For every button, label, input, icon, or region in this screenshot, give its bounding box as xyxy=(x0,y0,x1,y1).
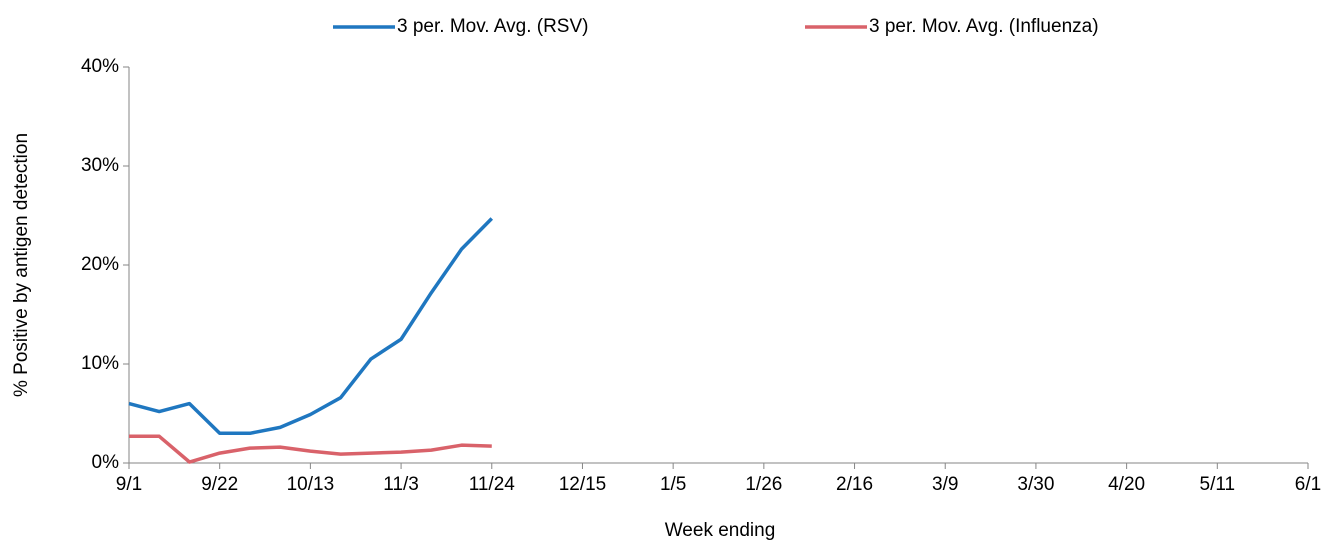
x-tick-label: 11/24 xyxy=(469,474,516,495)
y-tick-label: 10% xyxy=(81,353,119,374)
x-tick-label: 9/22 xyxy=(201,474,238,495)
x-axis-title: Week ending xyxy=(665,520,776,541)
x-tick-label: 10/13 xyxy=(287,474,335,495)
y-tick-label: 40% xyxy=(81,56,119,77)
series-line xyxy=(129,434,492,464)
x-tick-label: 5/11 xyxy=(1200,474,1236,495)
series-line xyxy=(128,217,494,436)
y-axis-title: % Positive by antigen detection xyxy=(11,133,32,397)
legend-label: 3 per. Mov. Avg. (RSV) xyxy=(397,16,588,37)
x-tick-label: 3/30 xyxy=(1017,474,1054,495)
y-tick-label: 20% xyxy=(81,254,119,275)
x-tick-label: 4/20 xyxy=(1108,474,1145,495)
y-tick-label: 0% xyxy=(92,452,120,473)
x-tick-label: 1/5 xyxy=(660,474,686,495)
x-tick-label: 6/1 xyxy=(1295,474,1321,495)
legend-label: 3 per. Mov. Avg. (Influenza) xyxy=(869,16,1099,37)
x-tick-label: 11/3 xyxy=(383,474,419,495)
x-tick-label: 2/16 xyxy=(836,474,873,495)
y-tick-label: 30% xyxy=(81,155,119,176)
x-tick-label: 9/1 xyxy=(116,474,142,495)
x-tick-label: 1/26 xyxy=(745,474,782,495)
x-tick-label: 3/9 xyxy=(932,474,958,495)
x-tick-label: 12/15 xyxy=(559,474,607,495)
